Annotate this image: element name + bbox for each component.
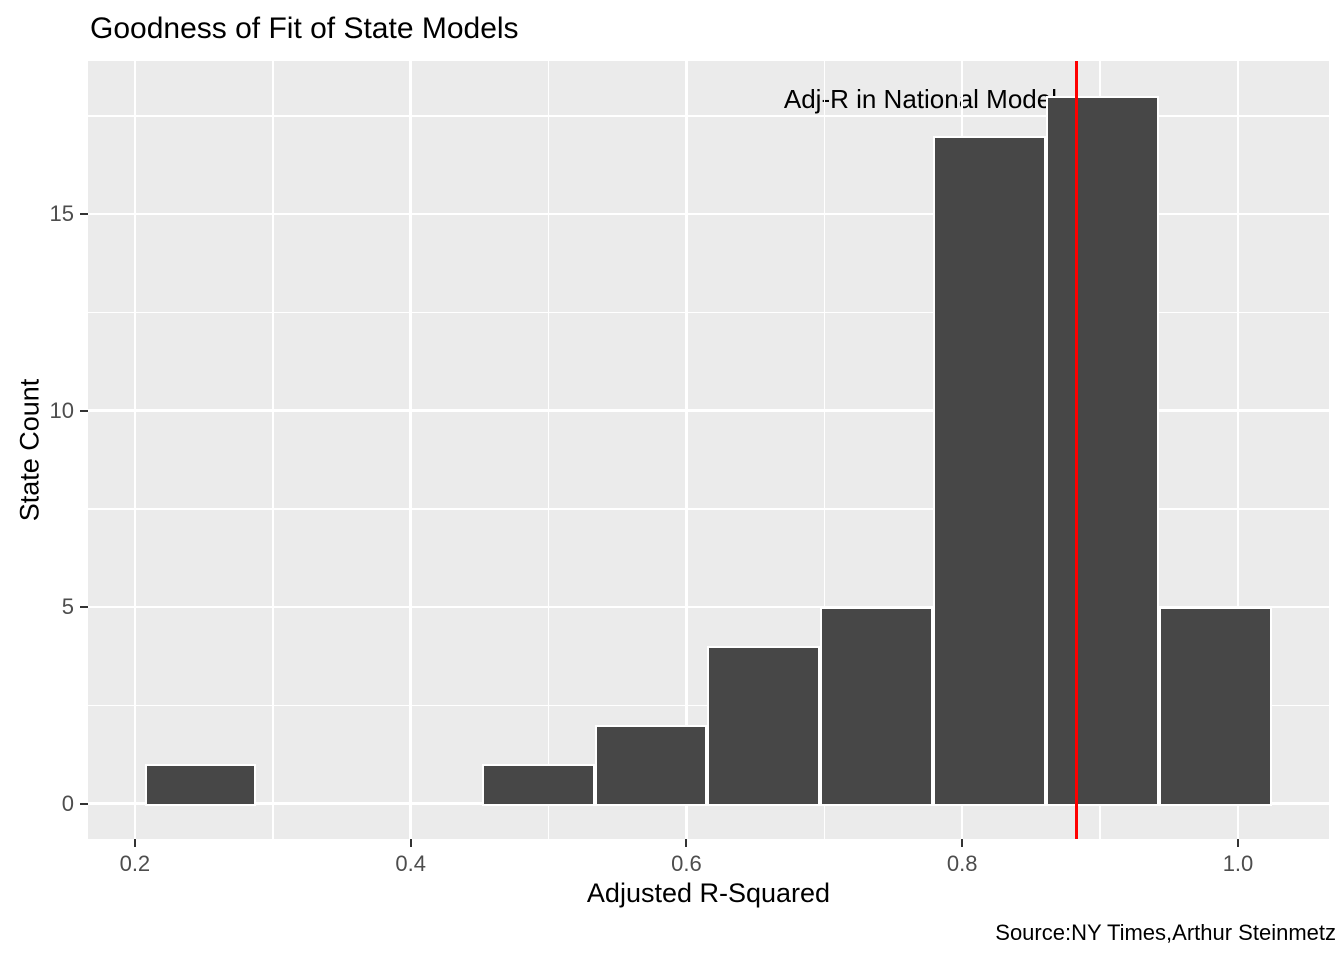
- y-tick-label: 5: [61, 594, 74, 620]
- x-major-gridline: [133, 61, 137, 839]
- y-tick-mark: [80, 409, 88, 412]
- x-tick-mark: [133, 839, 136, 847]
- y-major-gridline: [88, 212, 1329, 216]
- x-tick-label: 1.0: [1222, 851, 1254, 876]
- x-tick-label: 0.2: [119, 851, 151, 876]
- x-minor-gridline: [272, 61, 274, 839]
- x-major-gridline: [685, 61, 688, 839]
- chart-title: Goodness of Fit of State Models: [90, 12, 519, 45]
- histogram-bar: [144, 764, 257, 806]
- y-minor-gridline: [88, 311, 1329, 314]
- y-tick-mark: [80, 606, 88, 609]
- histogram-bar: [1046, 96, 1160, 806]
- x-tick-label: 0.4: [395, 851, 426, 876]
- y-tick-mark: [80, 213, 88, 216]
- y-tick-mark: [80, 802, 88, 805]
- x-minor-gridline: [547, 61, 550, 839]
- x-tick-label: 0.8: [946, 851, 978, 876]
- histogram-bar: [595, 725, 708, 806]
- x-tick-mark: [961, 839, 964, 847]
- x-tick-mark: [1236, 839, 1239, 847]
- y-tick-label: 15: [49, 201, 74, 227]
- x-tick-mark: [685, 839, 688, 847]
- histogram-bar: [707, 646, 821, 806]
- vline-annotation: Adj-R in National Model: [783, 84, 1057, 114]
- x-minor-gridline: [823, 61, 826, 839]
- reference-vline: [1075, 61, 1079, 839]
- y-tick-label: 10: [49, 397, 74, 423]
- histogram-bar: [482, 764, 596, 806]
- y-minor-gridline: [88, 508, 1329, 510]
- y-major-gridline: [88, 409, 1329, 412]
- histogram-bar: [933, 135, 1047, 806]
- x-tick-mark: [409, 839, 412, 847]
- x-tick-label: 0.6: [671, 851, 702, 876]
- x-major-gridline: [1236, 61, 1240, 839]
- histogram-bar: [1159, 607, 1273, 806]
- x-axis-title: Adjusted R-Squared: [586, 878, 831, 908]
- y-major-gridline: [88, 605, 1329, 609]
- y-tick-label: 0: [61, 790, 74, 816]
- histogram-bar: [820, 607, 934, 806]
- y-minor-gridline: [88, 115, 1329, 117]
- source-caption: Source:NY Times,Arthur Steinmetz: [995, 920, 1336, 945]
- x-major-gridline: [409, 61, 412, 839]
